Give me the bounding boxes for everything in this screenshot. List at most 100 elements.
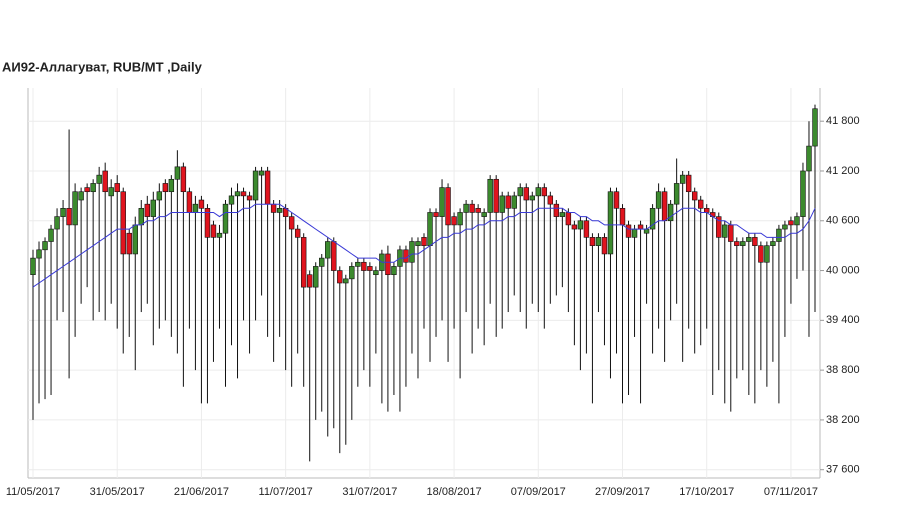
candle-body — [156, 191, 163, 201]
candle-body — [770, 241, 776, 246]
candle-body — [391, 266, 397, 276]
x-tick-label: 11/05/2017 — [6, 486, 60, 498]
candle-body — [108, 187, 114, 197]
candle-body — [102, 170, 108, 193]
candle-body — [535, 187, 541, 197]
candle-body — [625, 224, 632, 238]
candle-body — [571, 224, 578, 230]
candle-body — [234, 191, 241, 197]
candle-body — [601, 237, 608, 255]
candle-body — [114, 183, 120, 193]
candle-body — [409, 241, 415, 263]
candle-body — [343, 278, 349, 284]
candle-body — [385, 253, 391, 276]
candle-body — [679, 174, 686, 184]
y-tick-label: 40 000 — [826, 264, 860, 276]
candle-body — [138, 208, 144, 226]
candle-body — [619, 208, 626, 226]
candle-body — [493, 178, 499, 213]
candle-body — [192, 203, 199, 213]
candle-body — [661, 191, 668, 222]
candle-body — [505, 195, 511, 209]
candle-body — [288, 216, 295, 230]
candle-body — [174, 166, 181, 180]
candle-body — [481, 212, 487, 217]
candle-body — [649, 208, 656, 230]
candle-body — [204, 208, 211, 238]
x-tick-label: 18/08/2017 — [427, 486, 482, 498]
candle-body — [475, 208, 481, 213]
candle-body — [469, 203, 475, 213]
candle-body — [367, 266, 373, 271]
chart-title: АИ92-Аллагуват, RUB/MT ,Daily — [2, 59, 203, 74]
candle-body — [48, 228, 54, 242]
candle-body — [788, 220, 794, 226]
candle-body — [589, 237, 596, 246]
candle-body — [776, 228, 782, 242]
y-tick-label: 37 600 — [826, 464, 860, 476]
candle-body — [806, 145, 812, 172]
candle-body — [415, 241, 421, 246]
candle-body — [307, 274, 313, 288]
candle-body — [180, 166, 187, 193]
candle-body — [463, 203, 469, 213]
candle-body — [150, 199, 157, 217]
candle-body — [168, 178, 175, 193]
candle-body — [487, 178, 493, 213]
candle-body — [349, 266, 355, 280]
candle-body — [667, 203, 674, 222]
candle-body — [559, 212, 566, 217]
x-tick-label: 27/09/2017 — [595, 486, 650, 498]
candle-body — [373, 270, 379, 276]
candle-body — [547, 195, 554, 205]
candle-body — [186, 191, 193, 213]
x-tick-label: 07/11/2017 — [764, 486, 818, 498]
x-tick-label: 31/05/2017 — [90, 486, 145, 498]
candle-body — [583, 220, 590, 238]
candle-body — [511, 195, 517, 209]
candle-body — [613, 191, 620, 209]
candle-body — [78, 191, 84, 201]
candle-body — [517, 187, 523, 197]
x-tick-label: 11/07/2017 — [259, 486, 313, 498]
candle-body — [782, 224, 788, 230]
candle-body — [126, 232, 132, 255]
y-tick-label: 38 800 — [826, 364, 860, 376]
candle-body — [698, 199, 704, 209]
candle-body — [553, 203, 560, 217]
candle-body — [691, 191, 698, 201]
candle-body — [433, 212, 439, 217]
candle-body — [30, 257, 36, 276]
x-tick-label: 17/10/2017 — [679, 486, 734, 498]
candle-body — [752, 237, 758, 246]
candle-body — [655, 191, 662, 209]
candle-body — [427, 212, 433, 246]
candle-body — [728, 224, 734, 242]
candle-body — [252, 170, 259, 201]
candle-body — [607, 191, 614, 255]
candle-body — [565, 212, 572, 226]
candle-body — [794, 216, 800, 226]
candle-body — [812, 108, 818, 147]
candle-body — [90, 183, 96, 193]
candle-body — [258, 170, 265, 176]
candle-body — [325, 241, 331, 259]
candle-body — [758, 245, 764, 263]
candle-body — [361, 261, 367, 271]
candle-body — [445, 187, 451, 226]
candle-body — [637, 224, 644, 230]
candle-body — [36, 249, 42, 259]
candle-body — [228, 195, 235, 205]
candle-body — [764, 245, 770, 263]
candle-body — [439, 187, 445, 217]
candle-body — [264, 170, 271, 205]
candle-body — [270, 203, 277, 213]
candle-body — [643, 228, 650, 234]
candle-body — [337, 270, 343, 284]
candle-body — [595, 237, 602, 246]
candle-body — [216, 232, 223, 238]
candle-body — [673, 183, 680, 205]
candle-body — [300, 237, 307, 288]
candle-body — [499, 195, 505, 213]
